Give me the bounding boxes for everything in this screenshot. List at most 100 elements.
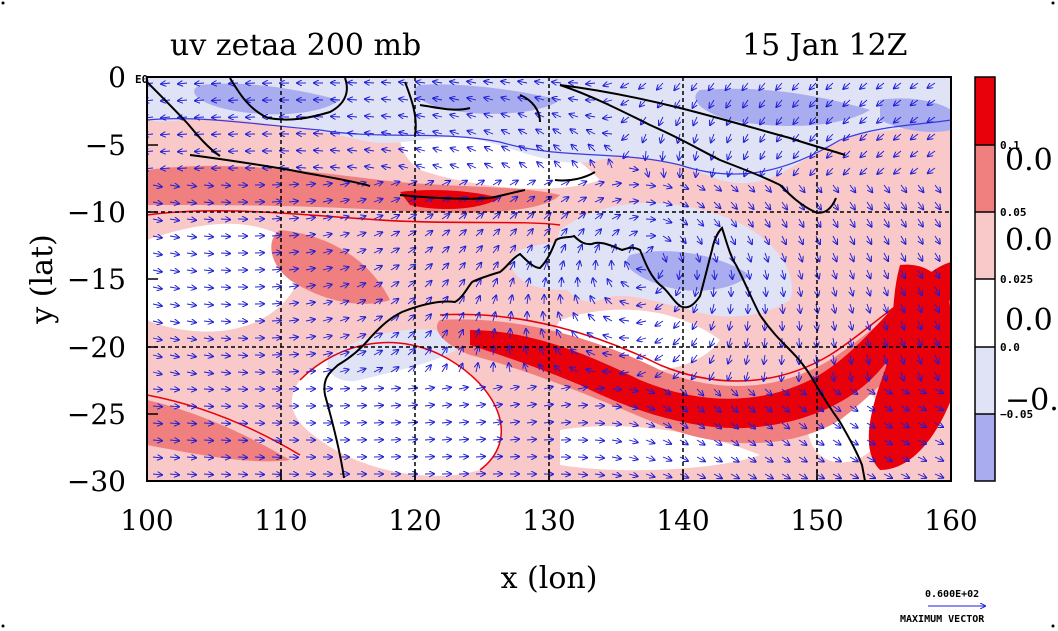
wind-vector — [356, 266, 365, 270]
wind-vector — [713, 439, 722, 445]
wind-vector — [761, 167, 765, 176]
wind-vector — [322, 370, 332, 372]
wind-vector — [220, 219, 230, 220]
wind-vector — [552, 82, 562, 83]
wind-vector — [866, 423, 875, 428]
wind-vector — [520, 146, 528, 152]
wind-vector — [628, 168, 638, 170]
wind-vector — [844, 167, 851, 175]
wind-vector — [866, 406, 875, 411]
wind-vector — [849, 423, 858, 428]
colorbar-swatch — [975, 77, 995, 145]
wind-vector — [710, 371, 714, 380]
grid-lines — [147, 77, 951, 481]
wind-vector — [424, 405, 434, 406]
wind-vector — [917, 406, 926, 410]
wind-vector — [450, 98, 460, 100]
wind-vector — [867, 337, 869, 347]
wind-vector — [493, 279, 497, 288]
wind-vector — [860, 99, 868, 106]
wind-vector — [590, 160, 595, 169]
wind-vector — [589, 315, 596, 322]
wind-vector — [220, 202, 230, 203]
wind-vector — [390, 182, 399, 185]
wind-vector — [764, 439, 772, 445]
wind-vector — [843, 99, 851, 106]
wind-vector — [611, 230, 619, 237]
wind-vector — [390, 350, 398, 356]
wind-vector — [510, 279, 513, 288]
wind-vector — [748, 235, 752, 244]
wind-vector — [782, 286, 784, 296]
wind-vector — [501, 81, 511, 83]
wind-vector — [424, 422, 434, 423]
wind-vector — [713, 388, 720, 396]
wind-vector — [833, 371, 834, 381]
coastline-new-guinea-north — [559, 84, 846, 156]
wind-vector — [622, 133, 630, 140]
wind-vector — [169, 457, 179, 458]
wind-vector — [714, 235, 718, 244]
wind-vector — [441, 264, 448, 271]
wind-vector — [917, 440, 926, 444]
vorticity-shading — [147, 77, 951, 476]
wind-vector — [305, 302, 315, 304]
wind-vector — [901, 371, 904, 381]
wind-vector — [220, 355, 230, 356]
wind-vector — [833, 269, 836, 278]
wind-vector — [646, 167, 649, 177]
wind-vector — [147, 117, 154, 118]
wind-vector — [339, 301, 348, 304]
wind-vector — [339, 267, 349, 270]
wind-vector — [169, 253, 179, 255]
wind-vector — [867, 269, 871, 278]
wind-vector — [424, 365, 431, 373]
wind-vector — [577, 387, 587, 389]
wind-vector — [543, 229, 550, 237]
wind-vector — [288, 269, 298, 270]
wind-vector — [509, 439, 519, 440]
wind-vector — [203, 440, 213, 441]
wind-vector — [510, 295, 512, 305]
coastline-borneo — [229, 77, 348, 121]
wind-vector — [590, 296, 595, 305]
wind-vector — [676, 116, 680, 125]
wind-vector — [518, 97, 528, 100]
wind-vector — [348, 133, 358, 134]
wind-vector — [713, 286, 714, 296]
wind-vector — [557, 330, 561, 339]
wind-vector — [781, 201, 787, 209]
corner-dot — [1, 1, 5, 5]
wind-vector — [186, 219, 196, 220]
y-tick-label: −15 — [67, 263, 126, 296]
wind-vector — [322, 200, 332, 202]
wind-vector — [799, 252, 802, 261]
wind-vector — [832, 440, 841, 445]
wind-vector — [560, 197, 569, 203]
wind-vector — [399, 132, 409, 134]
wind-vector — [519, 130, 528, 134]
wind-vector — [492, 230, 499, 237]
wind-vector — [728, 371, 731, 380]
wind-vector — [526, 213, 534, 220]
wind-vector — [901, 286, 905, 295]
wind-vector — [782, 303, 783, 313]
wind-vector — [593, 278, 595, 288]
wind-vector — [373, 232, 382, 236]
wind-vector — [935, 337, 939, 346]
wind-vector — [603, 83, 613, 86]
wind-vector — [186, 372, 196, 374]
wind-vector — [339, 200, 349, 202]
wind-vector — [765, 286, 766, 296]
wind-vector — [594, 198, 603, 202]
wind-vector — [611, 423, 621, 424]
wind-vector — [288, 371, 298, 372]
wind-vector — [288, 354, 298, 355]
wind-vector — [810, 82, 817, 89]
wind-vector — [659, 116, 663, 125]
wind-vector — [305, 371, 315, 372]
wind-vector — [743, 82, 749, 90]
wind-vector — [458, 422, 468, 423]
wind-vector — [178, 168, 188, 169]
wind-vector — [348, 150, 358, 151]
